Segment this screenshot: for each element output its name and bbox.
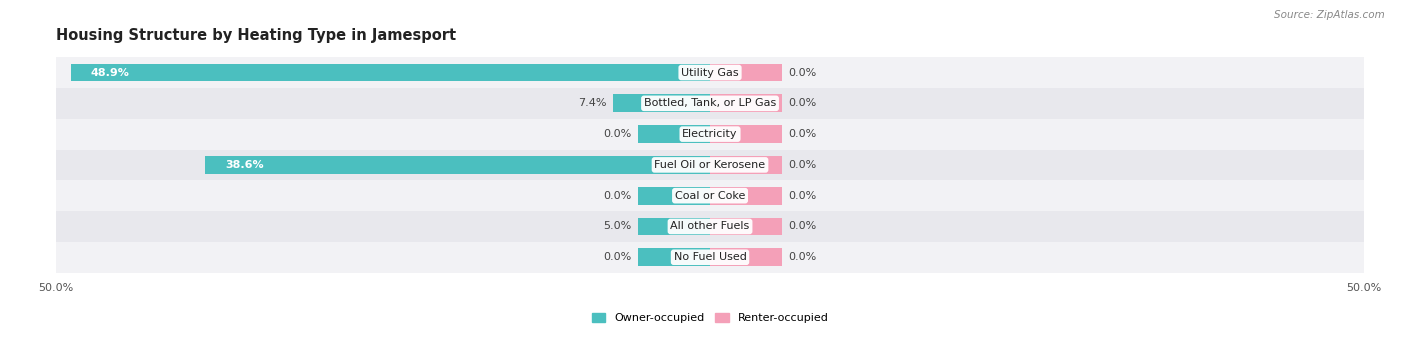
- Text: 38.6%: 38.6%: [225, 160, 263, 170]
- Bar: [710, 218, 782, 235]
- Text: 0.0%: 0.0%: [789, 68, 817, 78]
- Bar: [56, 57, 1364, 88]
- Bar: [70, 64, 710, 82]
- Text: 0.0%: 0.0%: [789, 160, 817, 170]
- Text: 48.9%: 48.9%: [90, 68, 129, 78]
- Text: No Fuel Used: No Fuel Used: [673, 252, 747, 262]
- Text: 0.0%: 0.0%: [603, 191, 631, 201]
- Bar: [710, 248, 782, 266]
- Text: Bottled, Tank, or LP Gas: Bottled, Tank, or LP Gas: [644, 98, 776, 108]
- Text: Fuel Oil or Kerosene: Fuel Oil or Kerosene: [654, 160, 766, 170]
- Bar: [56, 88, 1364, 119]
- Bar: [613, 95, 710, 112]
- Text: Electricity: Electricity: [682, 129, 738, 139]
- Text: 0.0%: 0.0%: [789, 221, 817, 232]
- Text: 0.0%: 0.0%: [789, 252, 817, 262]
- Bar: [710, 95, 782, 112]
- Bar: [638, 187, 710, 205]
- Text: All other Fuels: All other Fuels: [671, 221, 749, 232]
- Text: Housing Structure by Heating Type in Jamesport: Housing Structure by Heating Type in Jam…: [56, 28, 457, 43]
- Bar: [638, 218, 710, 235]
- Text: 0.0%: 0.0%: [789, 98, 817, 108]
- Bar: [710, 125, 782, 143]
- Bar: [710, 187, 782, 205]
- Text: 0.0%: 0.0%: [603, 129, 631, 139]
- Bar: [56, 119, 1364, 150]
- Bar: [56, 180, 1364, 211]
- Text: Coal or Coke: Coal or Coke: [675, 191, 745, 201]
- Bar: [638, 125, 710, 143]
- Text: 5.0%: 5.0%: [603, 221, 631, 232]
- Bar: [56, 211, 1364, 242]
- Text: 0.0%: 0.0%: [603, 252, 631, 262]
- Text: 0.0%: 0.0%: [789, 191, 817, 201]
- Text: Source: ZipAtlas.com: Source: ZipAtlas.com: [1274, 10, 1385, 20]
- Bar: [638, 248, 710, 266]
- Bar: [56, 242, 1364, 273]
- Legend: Owner-occupied, Renter-occupied: Owner-occupied, Renter-occupied: [592, 313, 828, 323]
- Bar: [56, 150, 1364, 180]
- Bar: [205, 156, 710, 174]
- Text: 0.0%: 0.0%: [789, 129, 817, 139]
- Text: 7.4%: 7.4%: [578, 98, 607, 108]
- Text: Utility Gas: Utility Gas: [682, 68, 738, 78]
- Bar: [710, 64, 782, 82]
- Bar: [710, 156, 782, 174]
